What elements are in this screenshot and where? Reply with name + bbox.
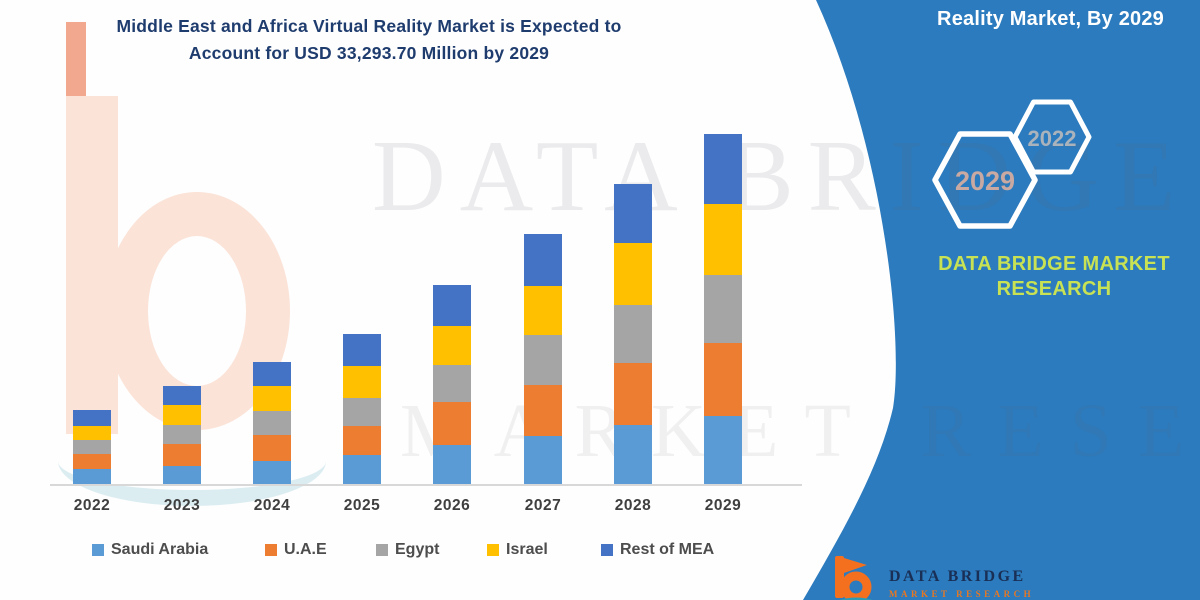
- bar-segment-israel: [343, 366, 381, 399]
- panel-header: Reality Market, By 2029: [937, 8, 1164, 30]
- legend-item-egypt: Egypt: [376, 541, 439, 559]
- bar-segment-israel: [163, 405, 201, 426]
- hexagon-2022: [1012, 99, 1092, 175]
- bar-segment-israel: [524, 286, 562, 336]
- bar-segment-egypt: [433, 365, 471, 402]
- hexagon-badges: 2029 2022: [932, 99, 1092, 229]
- hexagon-2029-label: 2029: [955, 166, 1015, 196]
- legend-item-u-a-e: U.A.E: [265, 541, 327, 559]
- bar-segment-saudi-arabia: [704, 416, 742, 484]
- bar-segment-u-a-e: [704, 343, 742, 417]
- watermark-logo-stem-accent: [66, 22, 86, 102]
- bar-segment-israel: [253, 386, 291, 411]
- chart-title-line1: Middle East and Africa Virtual Reality M…: [116, 16, 622, 36]
- x-axis-label-2029: 2029: [704, 497, 742, 514]
- bar-segment-rest-of-mea: [163, 386, 201, 406]
- bar-segment-egypt: [614, 305, 652, 363]
- bar-segment-egypt: [704, 275, 742, 344]
- bar-segment-rest-of-mea: [614, 183, 652, 244]
- bar-2027: [524, 234, 562, 484]
- logo-wordmark: DATA BRIDGE: [889, 568, 1026, 585]
- data-bridge-logo: DATA BRIDGE MARKET RESEARCH: [833, 556, 1034, 600]
- hexagon-2022-label: 2022: [1028, 126, 1077, 151]
- chart-title: Middle East and Africa Virtual Reality M…: [45, 13, 693, 67]
- legend-item-israel: Israel: [487, 541, 548, 559]
- legend-item-saudi-arabia: Saudi Arabia: [92, 541, 208, 559]
- bar-segment-israel: [73, 425, 111, 440]
- bar-2022: [73, 409, 111, 484]
- x-axis-label-2024: 2024: [253, 497, 291, 514]
- legend-swatch: [92, 544, 104, 556]
- bar-segment-u-a-e: [73, 454, 111, 469]
- bar-segment-rest-of-mea: [433, 285, 471, 326]
- bar-segment-saudi-arabia: [524, 435, 562, 484]
- legend-label: U.A.E: [284, 541, 327, 558]
- bar-segment-rest-of-mea: [343, 334, 381, 367]
- brand-text: DATA BRIDGE MARKET RESEARCH: [928, 252, 1180, 302]
- legend-item-rest-of-mea: Rest of MEA: [601, 541, 714, 559]
- legend-label: Egypt: [395, 541, 440, 558]
- data-bridge-logo-mark: [835, 556, 873, 600]
- bar-2029: [704, 133, 742, 484]
- bar-segment-saudi-arabia: [433, 445, 471, 484]
- bar-segment-saudi-arabia: [343, 455, 381, 484]
- legend-label: Israel: [506, 541, 548, 558]
- legend-swatch: [376, 544, 388, 556]
- bar-segment-saudi-arabia: [163, 466, 201, 484]
- logo-subtext: MARKET RESEARCH: [889, 589, 1035, 599]
- x-axis-label-2023: 2023: [163, 497, 201, 514]
- legend-label: Rest of MEA: [620, 541, 715, 558]
- watermark-logo-stem: [66, 96, 118, 434]
- brand-text-line1: DATA BRIDGE MARKET: [938, 253, 1170, 275]
- bar-segment-u-a-e: [343, 425, 381, 455]
- bar-2024: [253, 361, 291, 484]
- hexagon-2029: [932, 131, 1038, 229]
- chart-title-line2: Account for USD 33,293.70 Million by 202…: [188, 43, 550, 63]
- bar-segment-u-a-e: [524, 385, 562, 436]
- bar-segment-rest-of-mea: [524, 234, 562, 287]
- bar-segment-egypt: [253, 411, 291, 435]
- bar-2028: [614, 183, 652, 484]
- legend-label: Saudi Arabia: [111, 541, 209, 558]
- bar-2023: [163, 386, 201, 484]
- bar-segment-egypt: [343, 398, 381, 426]
- x-axis-label-2022: 2022: [73, 497, 111, 514]
- x-axis-label-2027: 2027: [524, 497, 562, 514]
- brand-text-line2: RESEARCH: [996, 278, 1112, 300]
- bar-segment-israel: [614, 243, 652, 306]
- bar-segment-saudi-arabia: [614, 425, 652, 484]
- bar-segment-rest-of-mea: [73, 409, 111, 426]
- bar-segment-u-a-e: [163, 444, 201, 467]
- bar-segment-saudi-arabia: [253, 461, 291, 484]
- legend-swatch: [265, 544, 277, 556]
- bar-segment-u-a-e: [614, 362, 652, 426]
- bar-segment-u-a-e: [433, 401, 471, 445]
- bar-segment-u-a-e: [253, 435, 291, 461]
- bar-segment-rest-of-mea: [704, 133, 742, 204]
- x-axis-label-2028: 2028: [614, 497, 652, 514]
- x-axis-label-2026: 2026: [433, 497, 471, 514]
- x-axis-label-2025: 2025: [343, 497, 381, 514]
- legend-swatch: [487, 544, 499, 556]
- bar-segment-rest-of-mea: [253, 361, 291, 386]
- bar-segment-egypt: [163, 425, 201, 445]
- bar-segment-egypt: [73, 439, 111, 454]
- legend-swatch: [601, 544, 613, 556]
- bar-2026: [433, 285, 471, 484]
- bar-segment-israel: [704, 203, 742, 276]
- bar-2025: [343, 334, 381, 484]
- x-axis-line: [50, 484, 802, 486]
- bar-segment-israel: [433, 325, 471, 366]
- bar-segment-egypt: [524, 335, 562, 386]
- bar-segment-saudi-arabia: [73, 469, 111, 484]
